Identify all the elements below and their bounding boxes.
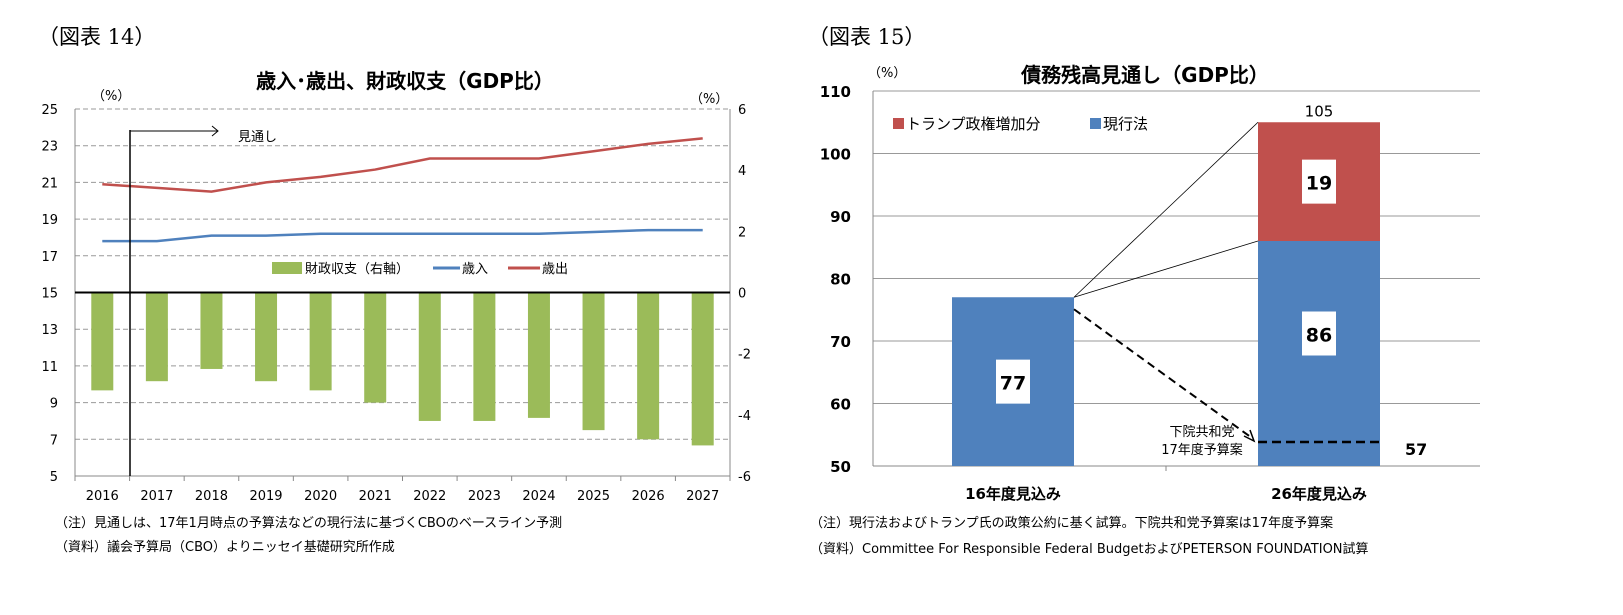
chart2-title: 債務残高見通し（GDP比） [1020,63,1269,87]
deficit-bar [200,292,223,369]
legend-swatch-trump [893,118,904,129]
x-tick-label: 2023 [468,489,501,504]
chart1-source: （資料）議会予算局（CBO）よりニッセイ基礎研究所作成 [55,540,395,555]
data-label-box [996,359,1030,404]
x-tick-label: 2021 [359,489,392,504]
deficit-bar [473,292,496,421]
data-label-box [1302,159,1336,204]
chart2-unit: （%） [868,66,906,81]
legend-label-expenditure: 歳出 [542,262,568,277]
left-tick-label: 7 [50,433,58,448]
legend-label-trump: トランプ政権増加分 [906,115,1041,133]
y-tick-label: 110 [820,83,851,101]
deficit-bar [255,292,278,382]
left-tick-label: 17 [41,250,58,265]
deficit-bar [91,292,114,391]
x-tick-label: 2017 [140,489,173,504]
x-tick-label: 2019 [249,489,282,504]
figure-15-label: （図表 15） [808,25,925,49]
chart2-note: （注）現行法およびトランプ氏の政策公約に基く試算。下院共和党予算案は17年度予算… [810,515,1333,531]
republican-budget-label: 下院共和党 [1169,425,1234,440]
legend-swatch-current-law [1090,118,1101,129]
y-tick-label: 80 [830,271,851,289]
revenue-line [102,228,703,243]
x-tick-label: 2016 [86,489,119,504]
x-tick-label: 2024 [522,489,555,504]
x-tick-label: 2027 [686,489,719,504]
x-tick-label: 2025 [577,489,610,504]
deficit-bar [145,292,168,382]
left-tick-label: 11 [41,360,58,375]
chart1-right-unit: （%） [690,92,728,107]
left-tick-label: 15 [41,287,58,302]
deficit-bar [309,292,332,391]
legend-swatch-deficit [272,262,302,274]
deficit-bar [691,292,714,446]
right-tick-label: -4 [738,409,751,424]
arrowhead-icon [211,125,219,137]
x-tick-label: 26年度見込み [1271,485,1367,503]
legend-label-current-law: 現行法 [1103,115,1148,133]
right-tick-label: -6 [738,470,751,485]
x-tick-label: 2026 [632,489,665,504]
y-tick-label: 70 [830,333,851,351]
y-tick-label: 90 [830,208,851,226]
y-tick-label: 100 [820,146,851,164]
legend-label-revenue: 歳入 [462,262,488,277]
left-tick-label: 19 [41,213,58,228]
chart1-note: （注）見通しは、17年1月時点の予算法などの現行法に基づくCBOのベースライン予… [55,516,562,531]
left-tick-label: 21 [41,176,58,191]
x-tick-label: 2020 [304,489,337,504]
left-tick-label: 25 [41,103,58,118]
connector-line [1073,240,1259,298]
republican-budget-label: 17年度予算案 [1161,442,1243,458]
deficit-bar [582,292,605,431]
x-tick-label: 2018 [195,489,228,504]
connector-line [1073,121,1259,298]
chart1-left-unit: （%） [92,89,130,104]
deficit-bar [418,292,441,421]
deficit-bar [364,292,387,403]
data-label: 77 [1000,373,1026,395]
republican-budget-value: 57 [1405,440,1427,459]
forecast-label: 見通し [238,130,277,145]
arrowhead-icon [1243,429,1256,443]
dashed-arrow [1073,308,1253,439]
deficit-bar [527,292,550,418]
left-tick-label: 9 [50,397,58,412]
left-tick-label: 13 [41,323,58,338]
data-label: 86 [1306,325,1332,347]
chart2-source: （資料）Committee For Responsible Federal Bu… [810,541,1369,557]
right-tick-label: 6 [738,103,746,118]
legend-label-deficit: 財政収支（右軸） [305,262,409,277]
deficit-bar [637,292,660,440]
y-tick-label: 50 [830,458,851,476]
x-tick-label: 16年度見込み [965,485,1061,503]
total-label: 105 [1305,102,1334,120]
y-tick-label: 60 [830,396,851,414]
data-label: 19 [1306,173,1332,195]
right-tick-label: -2 [738,348,751,363]
right-tick-label: 4 [738,164,746,179]
expenditure-line [102,137,703,193]
right-tick-label: 0 [738,287,746,302]
chart1-title: 歳入･歳出、財政収支（GDP比） [256,69,554,93]
left-tick-label: 5 [50,470,58,485]
left-tick-label: 23 [41,140,58,155]
right-tick-label: 2 [738,225,746,240]
x-tick-label: 2022 [413,489,446,504]
data-label-box [1302,311,1336,356]
figure-14-label: （図表 14） [38,25,155,49]
